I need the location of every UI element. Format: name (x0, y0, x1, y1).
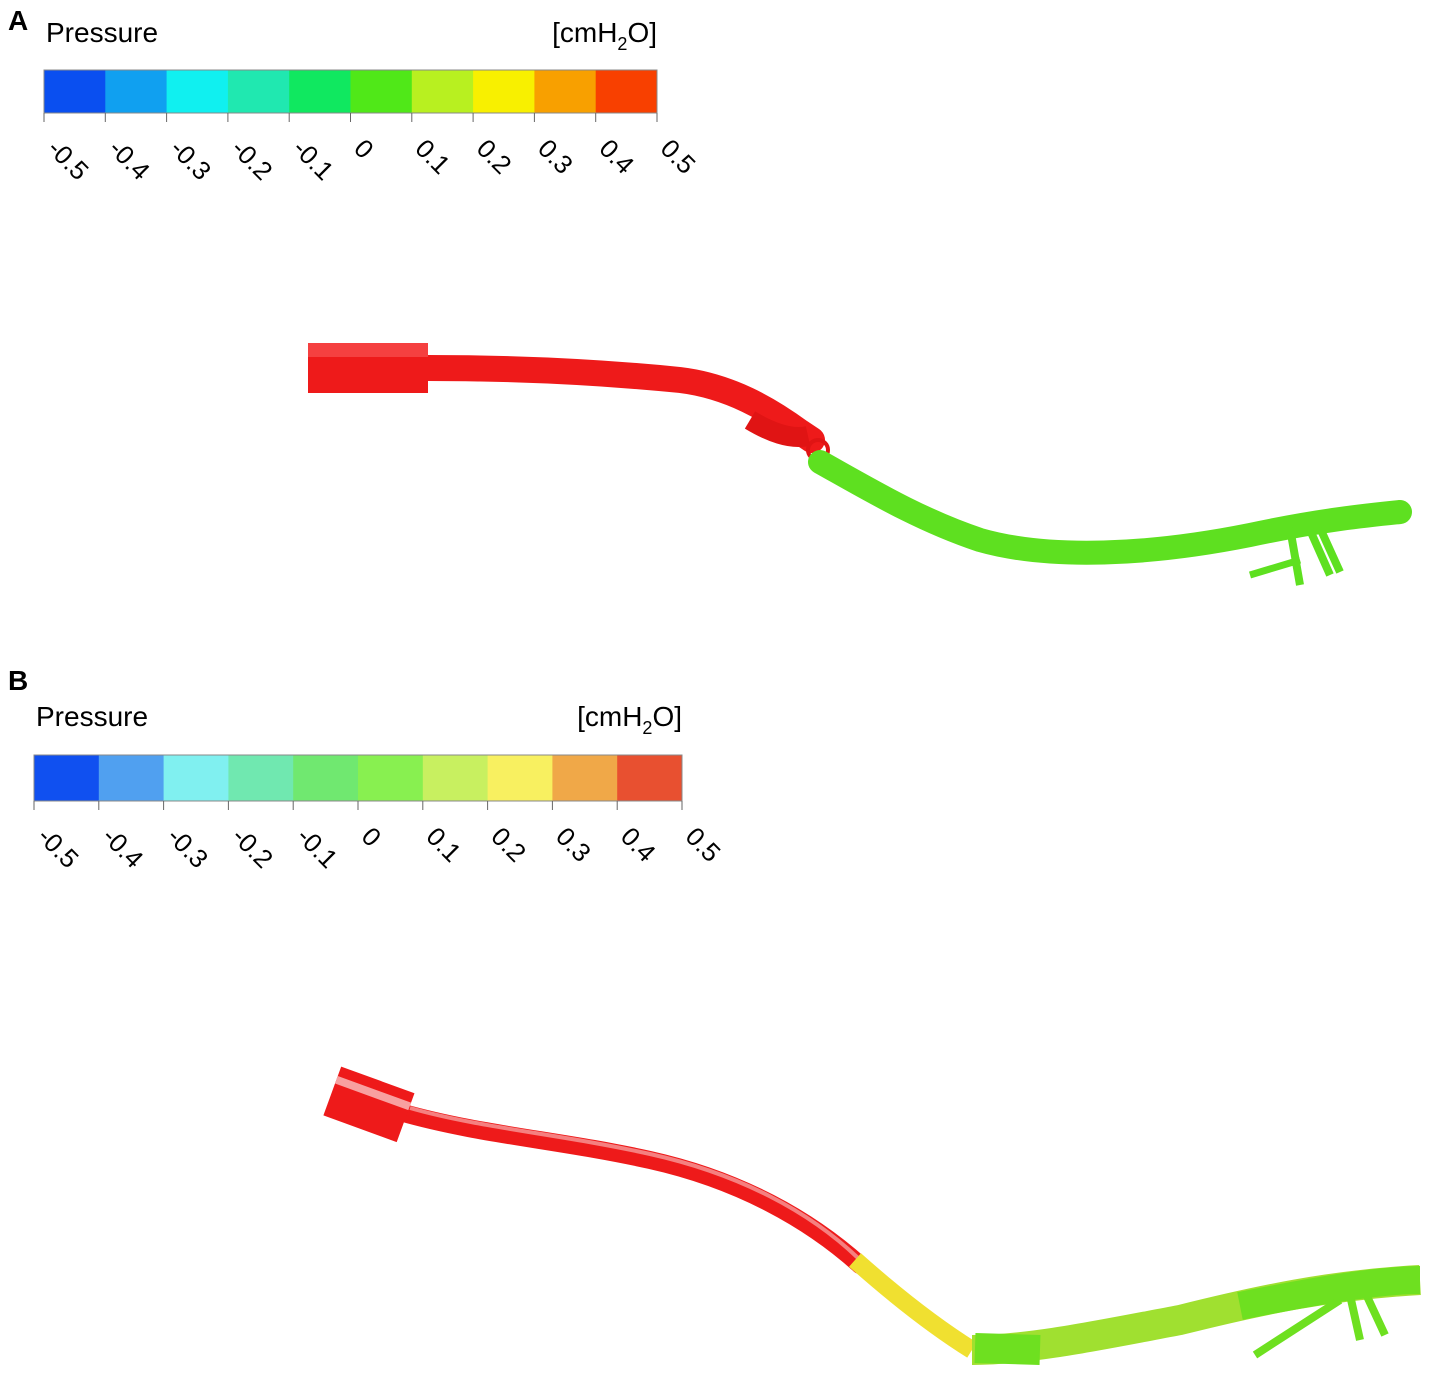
color-swatch (473, 70, 535, 113)
panel-label: B (8, 665, 28, 696)
color-swatch (595, 70, 658, 113)
tick-label: 0 (356, 821, 387, 852)
legend-title: Pressure (36, 701, 148, 732)
panel-label: A (8, 5, 28, 36)
tick-label: -0.3 (161, 821, 214, 874)
unit-sub: 2 (617, 34, 627, 54)
tick-label: 0.3 (550, 821, 597, 868)
tick-label: 0 (348, 133, 379, 164)
color-swatch (105, 70, 168, 113)
legend-unit: [cmH2O] (552, 17, 657, 54)
color-swatch (289, 70, 351, 113)
color-swatch (34, 755, 100, 801)
panel: B Pressure [cmH2O] -0.5 -0.4 -0.3 -0.2 -0.1 0 0.1… (8, 665, 727, 874)
color-swatch (166, 70, 229, 113)
color-swatch (350, 70, 413, 113)
unit-text: [cmH (577, 701, 642, 732)
color-swatch (411, 70, 474, 113)
tick-label: -0.2 (226, 133, 279, 186)
tick-label: 0.3 (532, 133, 579, 180)
tick-label: -0.5 (42, 133, 95, 186)
color-swatch (422, 755, 489, 801)
color-swatch (358, 755, 424, 801)
tick-label: 0.5 (655, 133, 702, 180)
tick-label: -0.1 (291, 821, 344, 874)
color-swatch (227, 70, 290, 113)
legend-title: Pressure (46, 17, 158, 48)
tick-label: 0.4 (593, 133, 640, 180)
panel: A Pressure [cmH2O] -0.5 -0.4 -0.3 -0.2 -0.1 0 0.1… (8, 5, 702, 186)
tick-label: 0.4 (615, 821, 662, 868)
airway-a (308, 343, 1412, 586)
color-swatch (487, 755, 553, 801)
unit-sub: 2 (642, 718, 652, 738)
tick-label: 0.2 (471, 133, 518, 180)
tick-label: -0.1 (287, 133, 340, 186)
color-swatch (617, 755, 683, 801)
tick-label: -0.4 (97, 821, 150, 874)
tick-label: -0.5 (32, 821, 85, 874)
color-swatch (44, 70, 106, 113)
tick-label: 0.1 (410, 133, 457, 180)
unit-text: O] (627, 17, 657, 48)
tick-label: -0.2 (226, 821, 279, 874)
tick-label: 0.2 (485, 821, 532, 868)
unit-text: O] (652, 701, 682, 732)
tick-label: 0.5 (680, 821, 727, 868)
color-swatch (163, 755, 229, 801)
tick-label: -0.3 (164, 133, 217, 186)
airway-b (323, 1066, 1421, 1365)
unit-text: [cmH (552, 17, 617, 48)
color-swatch (98, 755, 165, 801)
tick-label: -0.4 (103, 133, 156, 186)
color-swatch (228, 755, 294, 801)
legend-unit: [cmH2O] (577, 701, 682, 738)
color-swatch (534, 70, 597, 113)
color-swatch (552, 755, 618, 801)
color-swatch (293, 755, 359, 801)
tick-label: 0.1 (421, 821, 468, 868)
